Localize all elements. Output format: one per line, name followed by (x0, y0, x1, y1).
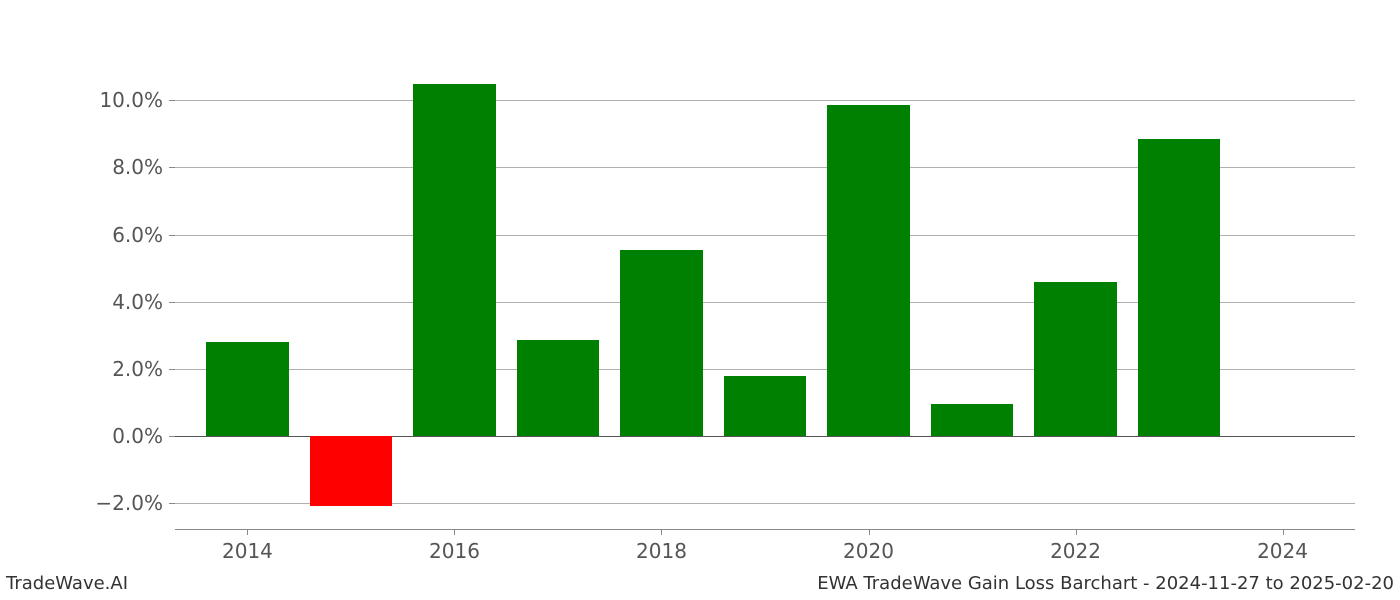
bar-2023 (1138, 139, 1221, 436)
chart-container: −2.0%0.0%2.0%4.0%6.0%8.0%10.0%2014201620… (175, 50, 1355, 530)
y-tick-label: 6.0% (112, 223, 175, 247)
bar-2019 (724, 376, 807, 436)
bar-2018 (620, 250, 703, 436)
plot-area: −2.0%0.0%2.0%4.0%6.0%8.0%10.0%2014201620… (175, 50, 1355, 530)
bar-2015 (310, 436, 393, 506)
y-tick-label: −2.0% (95, 491, 175, 515)
bar-2020 (827, 105, 910, 436)
x-tick-label: 2024 (1257, 529, 1308, 563)
footer-left-text: TradeWave.AI (6, 573, 128, 594)
grid-line (175, 100, 1355, 101)
footer-right-text: EWA TradeWave Gain Loss Barchart - 2024-… (817, 573, 1394, 594)
x-tick-label: 2018 (636, 529, 687, 563)
bar-2017 (517, 340, 600, 436)
y-tick-label: 0.0% (112, 424, 175, 448)
y-tick-label: 8.0% (112, 155, 175, 179)
y-tick-label: 2.0% (112, 357, 175, 381)
y-tick-label: 4.0% (112, 290, 175, 314)
y-tick-label: 10.0% (99, 88, 175, 112)
bar-2022 (1034, 282, 1117, 436)
x-tick-label: 2020 (843, 529, 894, 563)
bar-2016 (413, 84, 496, 436)
x-tick-label: 2016 (429, 529, 480, 563)
x-tick-label: 2014 (222, 529, 273, 563)
bar-2021 (931, 404, 1014, 436)
x-tick-label: 2022 (1050, 529, 1101, 563)
bar-2014 (206, 342, 289, 436)
